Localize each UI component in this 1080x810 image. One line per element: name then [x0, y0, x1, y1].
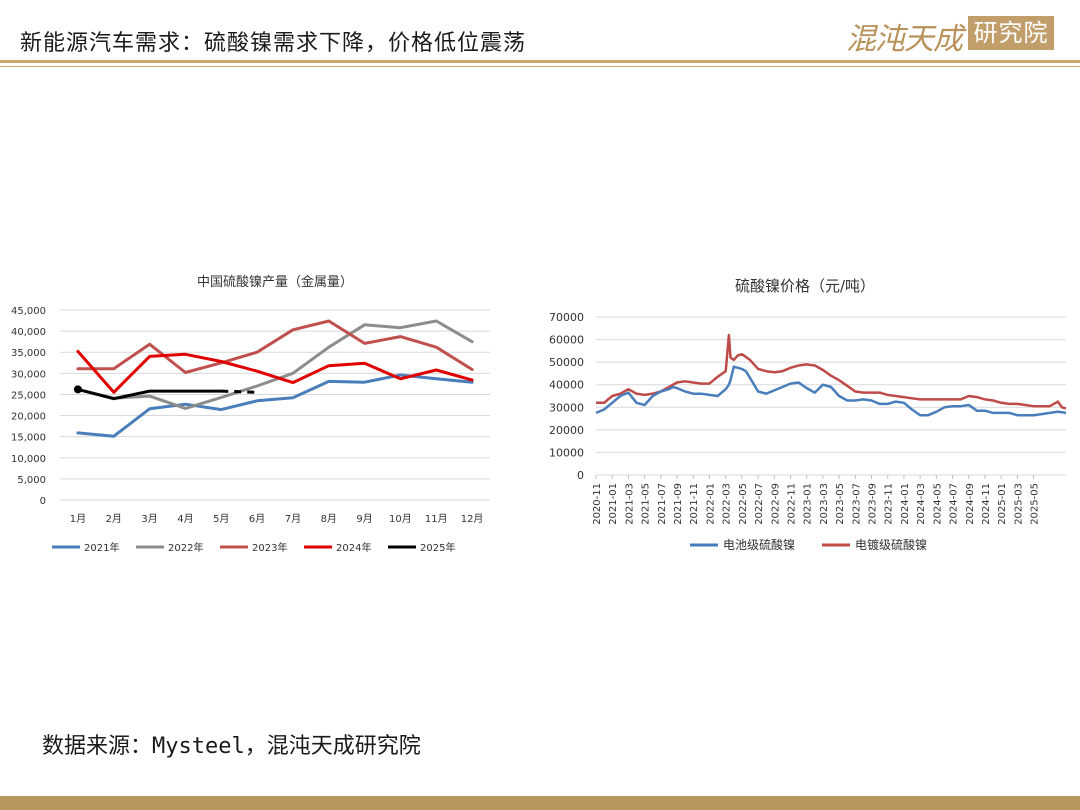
brand-logo: 混沌天成 研究院	[846, 12, 1056, 57]
header-divider-thin	[0, 66, 1080, 67]
y-tick-label: 40,000	[11, 327, 46, 338]
x-tick-label: 2023-03	[819, 483, 830, 525]
x-tick-label: 2022-09	[770, 483, 781, 525]
x-tick-label: 2021-11	[689, 483, 700, 525]
series-line-2024	[76, 349, 474, 394]
y-tick-label: 25,000	[11, 390, 46, 401]
x-tick-label: 2023-09	[868, 483, 879, 525]
x-tick-label: 2024-09	[965, 483, 976, 525]
chart-title: 中国硫酸镍产量（金属量）	[197, 274, 353, 290]
x-tick-label: 2月	[106, 513, 122, 525]
legend-label: 2022年	[168, 541, 203, 554]
production-chart: 中国硫酸镍产量（金属量） 0 5,000 10,000 15,000 20,000 25,0…	[11, 274, 490, 554]
legend-label: 电池级硫酸镍	[723, 537, 795, 552]
x-tick-label: 4月	[177, 513, 193, 525]
y-tick-label: 30,000	[11, 369, 46, 380]
x-tick-label: 2024-11	[981, 483, 992, 525]
x-tick-label: 2024-03	[916, 483, 927, 525]
x-tick-label: 1月	[70, 513, 86, 525]
x-tick-label: 11月	[425, 513, 448, 525]
logo-text-right: 研究院	[968, 16, 1054, 50]
x-tick-label: 3月	[141, 513, 157, 525]
page-title: 新能源汽车需求：硫酸镍需求下降，价格低位震荡	[20, 31, 527, 56]
legend-label: 2025年	[420, 541, 455, 554]
x-tick-label: 10月	[389, 513, 412, 525]
x-tick-label: 12月	[461, 513, 484, 525]
x-tick-label: 2021-05	[641, 483, 652, 525]
legend-label: 电镀级硫酸镍	[855, 537, 927, 552]
y-tick-label: 0	[40, 496, 46, 507]
y-tick-label: 20000	[549, 424, 584, 437]
x-tick-label: 2022-07	[754, 483, 765, 525]
x-tick-label: 2025-05	[1030, 483, 1041, 525]
y-tick-label: 60000	[549, 334, 584, 347]
x-tick-label: 7月	[285, 513, 301, 525]
x-tick-label: 2021-01	[608, 483, 619, 525]
legend-label: 2023年	[252, 541, 287, 554]
x-tick-label: 2022-03	[722, 483, 733, 525]
x-tick-label: 2025-01	[997, 483, 1008, 525]
header-divider	[0, 60, 1080, 63]
footer-bar	[0, 796, 1080, 810]
x-tick-label: 2023-01	[803, 483, 814, 525]
y-tick-label: 45,000	[11, 306, 46, 317]
x-tick-label: 2022-11	[786, 483, 797, 525]
x-tick-label: 2020-11	[592, 483, 603, 525]
y-tick-label: 50000	[549, 356, 584, 369]
y-tick-label: 15,000	[11, 433, 46, 444]
legend-label: 2021年	[84, 541, 119, 554]
x-tick-label: 2021-07	[657, 483, 668, 525]
price-chart: 硫酸镍价格（元/吨） 0 10000 20000 30000 40000 50000 6000…	[549, 277, 1067, 552]
y-tick-label: 5,000	[17, 475, 46, 486]
y-tick-label: 30000	[549, 401, 584, 414]
series-marker-2025	[73, 385, 82, 394]
x-tick-label: 5月	[213, 513, 229, 525]
x-tick-label: 2024-07	[949, 483, 960, 525]
x-tick-label: 2025-03	[1013, 483, 1024, 525]
chart-title: 硫酸镍价格（元/吨）	[735, 277, 875, 295]
series-line-2023	[76, 319, 474, 374]
source-note: 数据来源：Mysteel，混沌天成研究院	[42, 734, 421, 759]
series-line-2022	[76, 319, 474, 410]
x-tick-label: 2021-03	[624, 483, 635, 525]
y-tick-label: 40000	[549, 379, 584, 392]
x-tick-label: 2023-05	[835, 483, 846, 525]
x-tick-label: 2024-01	[900, 483, 911, 525]
x-tick-label: 2022-01	[705, 483, 716, 525]
x-tick-label: 2021-09	[673, 483, 684, 525]
y-tick-label: 0	[577, 469, 584, 482]
x-tick-label: 8月	[321, 513, 337, 525]
x-tick-label: 6月	[249, 513, 265, 525]
x-tick-label: 2022-05	[738, 483, 749, 525]
y-tick-label: 10000	[549, 446, 584, 459]
series-forecast-2025	[221, 389, 258, 394]
series-line-battery	[595, 365, 1067, 417]
x-tick-label: 2023-07	[851, 483, 862, 525]
series-line-2021	[76, 373, 474, 438]
x-tick-label: 2024-05	[932, 483, 943, 525]
y-tick-label: 10,000	[11, 454, 46, 465]
series-line-2025	[76, 387, 223, 401]
x-tick-label: 9月	[356, 513, 372, 525]
logo-text-left: 混沌天成	[846, 22, 963, 57]
y-tick-label: 20,000	[11, 412, 46, 423]
series-line-plating	[596, 333, 1067, 410]
y-tick-label: 70000	[549, 311, 584, 324]
legend-label: 2024年	[336, 541, 371, 554]
x-tick-label: 2023-11	[884, 483, 895, 525]
y-tick-label: 35,000	[11, 348, 46, 359]
